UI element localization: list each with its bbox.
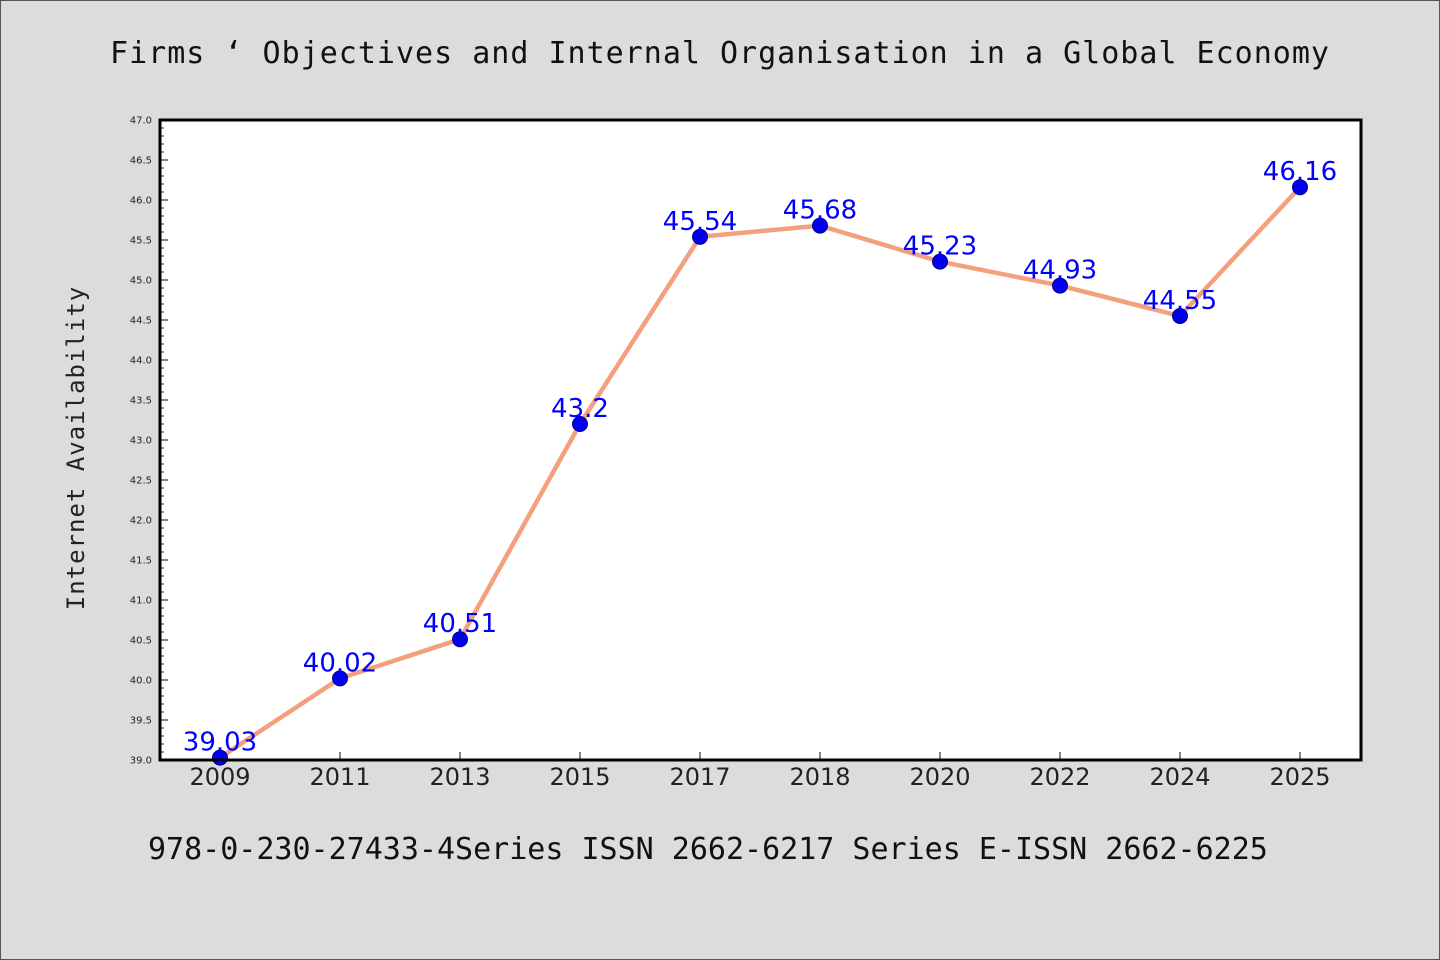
data-point (812, 217, 828, 234)
series (212, 179, 1308, 766)
y-tick-label: 43.0 (130, 436, 152, 447)
y-tick-label: 42.0 (130, 516, 152, 527)
data-point (1052, 277, 1068, 294)
data-label: 40.02 (303, 648, 377, 678)
data-label: 44.55 (1143, 286, 1217, 316)
x-tick-label: 2011 (309, 763, 370, 791)
y-tick-label: 41.0 (130, 596, 152, 607)
data-point (332, 670, 348, 687)
y-tick-label: 45.5 (130, 236, 152, 247)
y-tick-label: 42.5 (130, 476, 152, 487)
data-point (1292, 179, 1308, 196)
x-tick-label: 2009 (189, 763, 250, 791)
y-tick-label: 39.5 (130, 716, 152, 727)
data-point (932, 253, 948, 270)
y-tick-label: 44.5 (130, 316, 152, 327)
y-tick-label: 40.0 (130, 676, 152, 687)
data-label: 45.23 (903, 232, 977, 262)
x-tick-label: 2022 (1029, 763, 1090, 791)
y-axis-title: Internet Availability (62, 286, 90, 610)
chart-title: Firms ‘ Objectives and Internal Organisa… (110, 36, 1330, 71)
x-tick-label: 2024 (1149, 763, 1210, 791)
data-labels: 39.03 40.02 40.51 43.2 45.54 45.68 45.23 44.93 4… (183, 157, 1337, 757)
y-tick-label: 46.5 (130, 156, 152, 167)
y-tick-label: 39.0 (130, 756, 152, 767)
footer-isbn-text: 978-0-230-27433-4Series ISSN 2662-6217 S… (148, 832, 1268, 867)
series-line (218, 185, 1302, 760)
data-label: 45.68 (783, 196, 857, 226)
x-axis: 2009 2011 2013 2015 2017 2018 2020 2022 2024 2025 (189, 752, 1331, 791)
y-tick-label: 45.0 (130, 276, 152, 287)
data-label: 46.16 (1263, 157, 1337, 187)
y-tick-label: 43.5 (130, 396, 152, 407)
data-point (572, 416, 588, 432)
data-label: 40.51 (423, 609, 497, 639)
plot-background (160, 120, 1361, 760)
y-tick-label: 41.5 (130, 556, 152, 567)
x-tick-label: 2018 (789, 763, 850, 791)
y-tick-label: 46.0 (130, 196, 152, 207)
plot-area-border (158, 118, 1363, 762)
y-tick-label: 47.0 (130, 116, 152, 127)
x-tick-label: 2017 (669, 763, 730, 791)
data-label: 43.2 (551, 394, 609, 424)
x-tick-label: 2025 (1269, 763, 1330, 791)
data-label: 39.03 (183, 728, 257, 758)
y-tick-label: 44.0 (130, 356, 152, 367)
data-point (452, 631, 468, 648)
data-point (1172, 308, 1188, 324)
x-tick-label: 2013 (429, 763, 490, 791)
x-tick-label: 2015 (549, 763, 610, 791)
data-label: 44.93 (1023, 256, 1097, 286)
x-tick-label: 2020 (909, 763, 970, 791)
data-point (692, 228, 708, 245)
y-tick-label: 40.5 (130, 636, 152, 647)
data-label: 45.54 (663, 207, 737, 237)
